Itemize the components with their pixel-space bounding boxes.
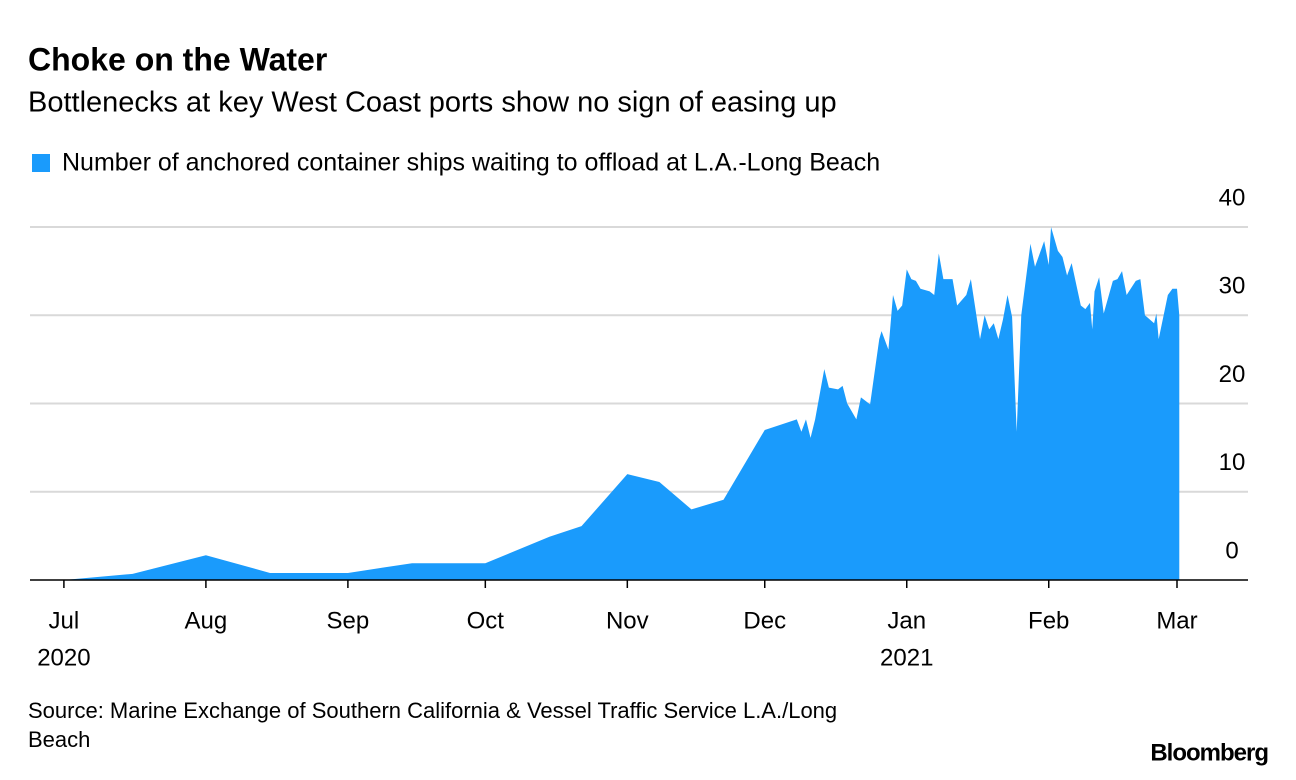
x-tick-label: Mar	[1156, 607, 1197, 634]
legend-swatch	[32, 154, 50, 172]
x-tick-label: Jul	[49, 607, 80, 634]
x-tick-label: Nov	[606, 607, 649, 634]
y-tick-label: 0	[1225, 537, 1238, 564]
x-tick-label: Jan	[887, 607, 926, 634]
chart-title: Choke on the Water	[28, 41, 327, 77]
x-tick-label: Sep	[327, 607, 370, 634]
x-tick-label: Aug	[185, 607, 228, 634]
x-tick-label: Oct	[467, 607, 505, 634]
legend-label: Number of anchored container ships waiti…	[62, 149, 880, 177]
chart-subtitle: Bottlenecks at key West Coast ports show…	[28, 87, 837, 119]
x-tick-label: Dec	[743, 607, 786, 634]
source: Source: Marine Exchange of Southern Cali…	[28, 698, 837, 752]
brand: Bloomberg	[1150, 739, 1268, 766]
x-tick-label: Feb	[1028, 607, 1069, 634]
y-tick-label: 20	[1219, 361, 1246, 388]
year-label: 2021	[880, 644, 933, 671]
y-tick-label: 40	[1219, 184, 1246, 211]
year-label: 2020	[37, 644, 90, 671]
y-tick-label: 30	[1219, 273, 1246, 300]
y-tick-label: 10	[1219, 449, 1246, 476]
area	[63, 227, 1180, 580]
